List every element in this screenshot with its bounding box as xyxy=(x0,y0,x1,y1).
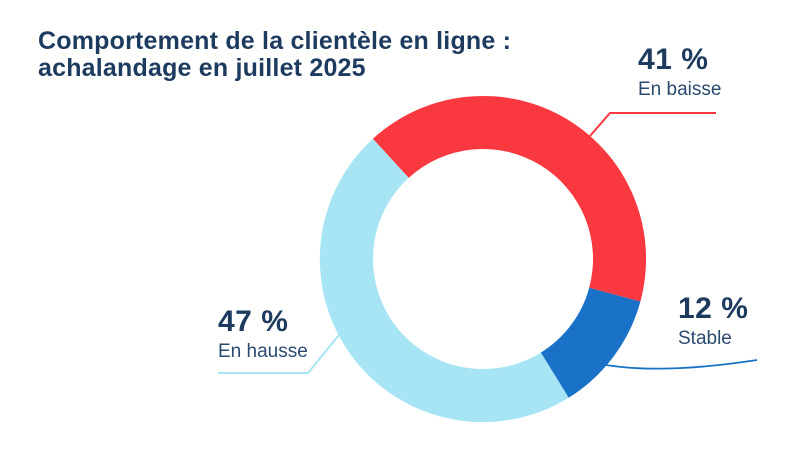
callout-line-en-baisse xyxy=(589,112,716,137)
donut-slice-en-hausse xyxy=(319,138,569,423)
stable-percentage: 12 % xyxy=(678,292,749,325)
en-baisse-percentage: 41 % xyxy=(638,43,709,76)
stable-caption: Stable xyxy=(678,328,732,349)
label-en-baisse: 41 % En baisse xyxy=(638,43,721,101)
label-stable: 12 % Stable xyxy=(678,292,748,350)
donut-slice-en-baisse xyxy=(372,95,647,302)
en-hausse-caption: En hausse xyxy=(218,341,308,362)
en-hausse-percentage: 47 % xyxy=(218,305,289,338)
donut-slice-stable xyxy=(540,287,641,398)
en-baisse-caption: En baisse xyxy=(638,79,722,100)
callout-line-stable xyxy=(605,359,758,370)
chart-title: Comportement de la clientèle en ligne : … xyxy=(38,27,512,82)
label-en-hausse: 47 % En hausse xyxy=(218,305,308,363)
callout-line-en-hausse xyxy=(218,334,340,374)
